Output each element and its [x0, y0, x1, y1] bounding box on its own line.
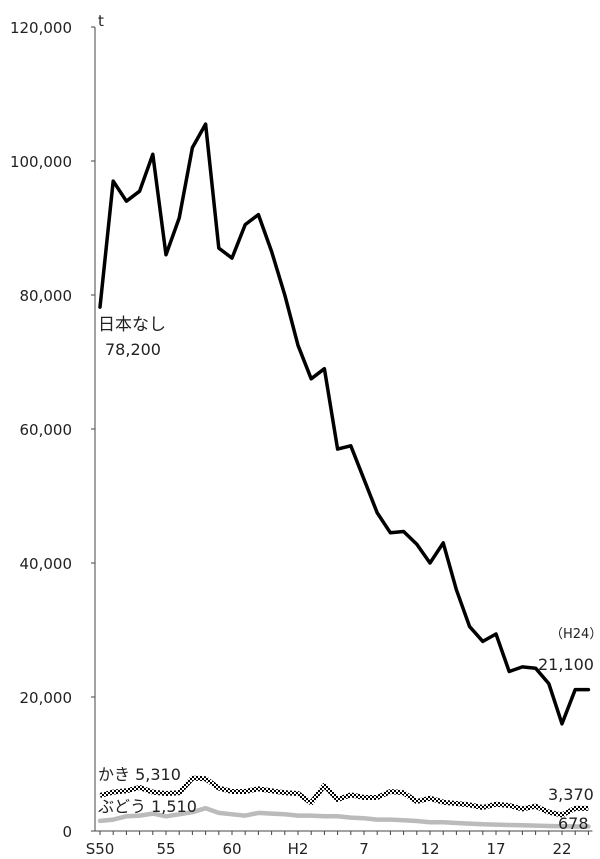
series-line-nashi — [98, 122, 591, 726]
y-tick-label: 60,000 — [20, 421, 73, 439]
annotations: t 日本なし 78,200 （H24） 21,100 かき 5,310 3,37… — [98, 12, 600, 833]
nashi-start-value: 78,200 — [105, 340, 161, 359]
x-tick-label: 17 — [486, 840, 505, 858]
axes: 0 20,000 40,000 60,000 80,000 100,000 120,000 S… — [10, 19, 593, 858]
x-tick-label: 60 — [222, 840, 241, 858]
x-tick-label: 12 — [420, 840, 439, 858]
y-unit-label: t — [98, 12, 104, 30]
nashi-name-label: 日本なし — [98, 315, 166, 335]
series-layer — [97, 122, 591, 829]
x-tick-label: H2 — [288, 840, 309, 858]
y-tick-label: 120,000 — [10, 19, 72, 37]
y-tick-label: 0 — [62, 823, 72, 841]
y-tick-label: 100,000 — [10, 153, 72, 171]
x-tick-label: 22 — [552, 840, 571, 858]
x-tick-label: 55 — [156, 840, 175, 858]
nashi-end-year: （H24） — [550, 627, 600, 642]
nashi-end-value: 21,100 — [538, 655, 594, 674]
kaki-end-value: 3,370 — [548, 785, 594, 804]
y-tick-label: 40,000 — [20, 555, 73, 573]
series-line-budou — [97, 805, 591, 829]
budou-start-label: ぶどう 1,510 — [98, 797, 197, 816]
kaki-start-label: かき 5,310 — [98, 765, 181, 784]
budou-end-value: 678 — [558, 814, 589, 833]
x-tick-label: S50 — [86, 840, 115, 858]
y-tick-label: 20,000 — [20, 689, 73, 707]
x-tick-label: 7 — [359, 840, 369, 858]
y-tick-label: 80,000 — [20, 287, 73, 305]
series-line-kaki — [99, 775, 589, 818]
